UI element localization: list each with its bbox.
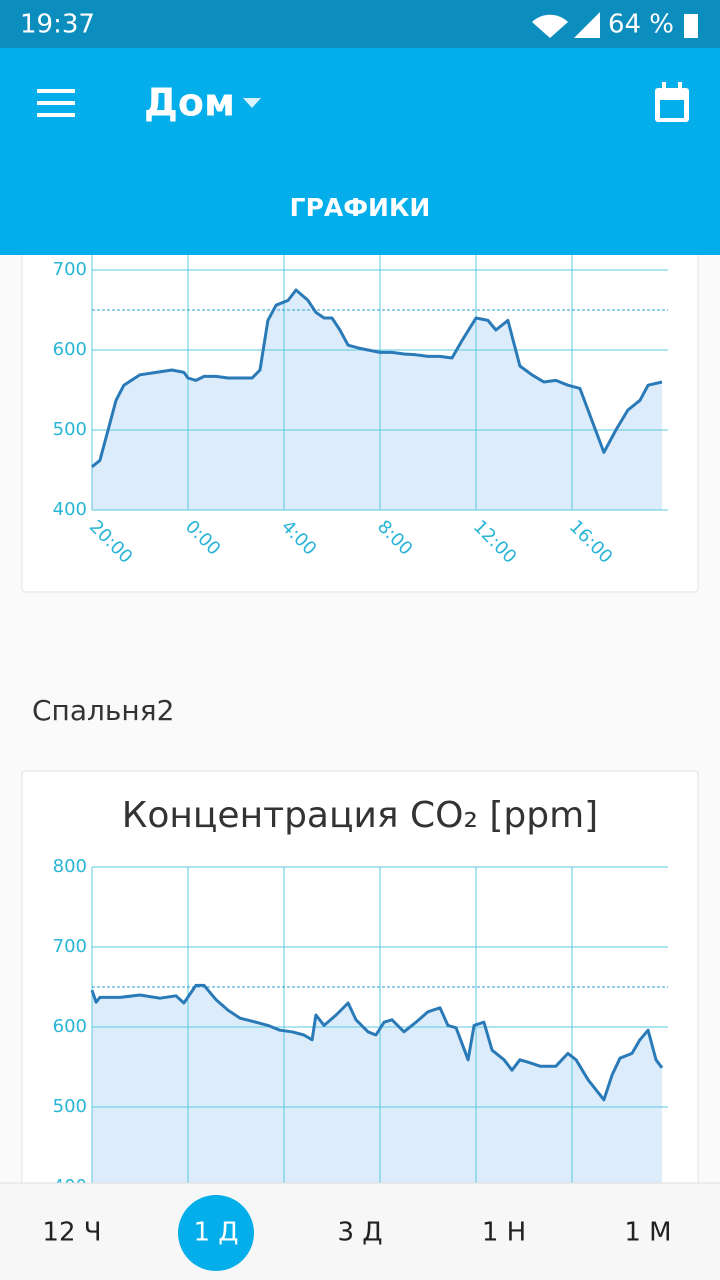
range-option[interactable]: 3 Д xyxy=(337,1218,382,1248)
y-tick-label: 500 xyxy=(53,1096,87,1117)
y-tick-label: 500 xyxy=(53,419,87,440)
y-tick-label: 700 xyxy=(53,936,87,957)
range-option[interactable]: 1 Н xyxy=(482,1218,526,1248)
area-fill xyxy=(92,985,662,1187)
area-fill xyxy=(92,290,662,510)
y-tick-label: 600 xyxy=(53,339,87,360)
calendar-button[interactable] xyxy=(655,82,689,122)
selected-indicator xyxy=(178,1195,254,1271)
status-time: 19:37 xyxy=(20,10,95,40)
y-tick-label: 400 xyxy=(53,499,87,520)
y-tick-label: 700 xyxy=(53,259,87,280)
menu-button[interactable] xyxy=(37,89,75,117)
chart-title: Концентрация CO₂ [ppm] xyxy=(122,795,598,836)
data-line xyxy=(90,983,664,1102)
app-bar xyxy=(0,48,720,255)
signal-icon xyxy=(574,12,600,38)
tab-label[interactable]: ГРАФИКИ xyxy=(290,193,431,222)
battery-icon xyxy=(684,14,698,38)
data-line xyxy=(91,288,663,468)
dropdown-arrow[interactable] xyxy=(243,98,261,108)
content: Спальня2 40050060070080020:000:004:008:0… xyxy=(21,179,699,1280)
range-option[interactable]: 12 Ч xyxy=(42,1218,101,1248)
section-label: Спальня2 xyxy=(32,694,174,727)
range-option[interactable]: 1 Д xyxy=(193,1218,238,1248)
battery-level: 64 % xyxy=(608,10,674,40)
range-option[interactable]: 1 М xyxy=(624,1218,671,1248)
app-title[interactable]: Дом xyxy=(144,81,235,125)
wifi-icon xyxy=(532,14,568,38)
y-tick-label: 600 xyxy=(53,1016,87,1037)
y-tick-label: 800 xyxy=(53,856,87,877)
bottom-nav xyxy=(0,1183,720,1280)
